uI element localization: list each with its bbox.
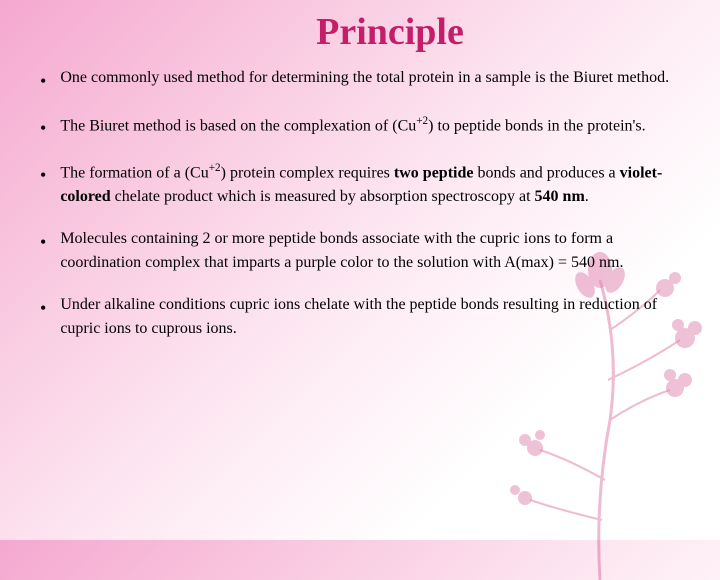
bullet-text: One commonly used method for determining…: [60, 66, 680, 90]
bullet-text: Molecules containing 2 or more peptide b…: [60, 227, 680, 275]
list-item: • The Biuret method is based on the compl…: [40, 113, 680, 142]
bullet-text: Under alkaline conditions cupric ions ch…: [60, 293, 680, 341]
slide-content: Principle • One commonly used method for …: [0, 0, 720, 379]
bullet-text: The formation of a (Cu+2) protein comple…: [60, 160, 680, 209]
bullet-icon: •: [40, 229, 46, 256]
bullet-icon: •: [40, 68, 46, 95]
bullet-list: • One commonly used method for determinin…: [40, 66, 680, 341]
bullet-text: The Biuret method is based on the comple…: [60, 113, 680, 138]
bullet-icon: •: [40, 162, 46, 189]
list-item: • Under alkaline conditions cupric ions c…: [40, 293, 680, 341]
bullet-icon: •: [40, 295, 46, 322]
bullet-icon: •: [40, 115, 46, 142]
list-item: • Molecules containing 2 or more peptide …: [40, 227, 680, 275]
slide-title: Principle: [40, 10, 680, 54]
list-item: • One commonly used method for determinin…: [40, 66, 680, 95]
list-item: • The formation of a (Cu+2) protein compl…: [40, 160, 680, 209]
